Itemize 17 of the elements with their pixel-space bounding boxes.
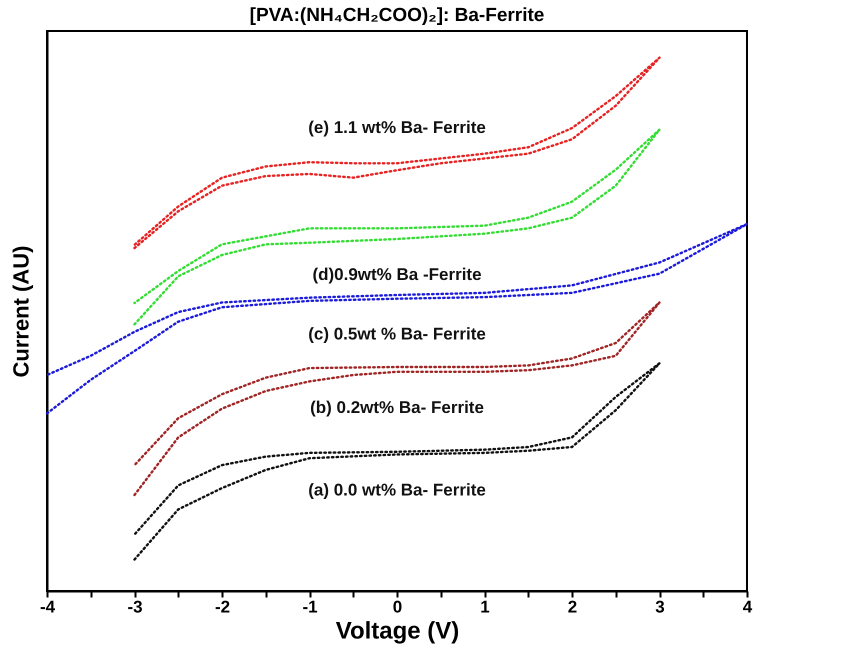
x-tick-label: -3 xyxy=(127,598,143,616)
series-label: (d)0.9wt% Ba -Ferrite xyxy=(312,265,482,284)
series-label: (a) 0.0 wt% Ba- Ferrite xyxy=(308,480,486,500)
x-axis-title: Voltage (V) xyxy=(336,618,460,644)
series-label: (b) 0.2wt% Ba- Ferrite xyxy=(310,398,484,417)
x-tick-label: -2 xyxy=(214,598,230,616)
series-label: (c) 0.5wt % Ba- Ferrite xyxy=(308,324,486,344)
chart-title: [PVA:(NH₄CH₂COO)₂]: Ba-Ferrite xyxy=(250,5,544,26)
y-axis-title: Current (AU) xyxy=(8,246,34,378)
x-tick-label: 1 xyxy=(480,598,490,616)
series-label: (e) 1.1 wt% Ba- Ferrite xyxy=(308,118,486,138)
x-tick-label: -1 xyxy=(302,598,318,616)
x-tick-label: 3 xyxy=(655,598,665,616)
x-tick-label: 4 xyxy=(742,598,753,616)
x-tick-label: 0 xyxy=(392,598,402,616)
x-tick-label: -4 xyxy=(40,598,56,616)
x-tick-label: 2 xyxy=(568,598,578,616)
